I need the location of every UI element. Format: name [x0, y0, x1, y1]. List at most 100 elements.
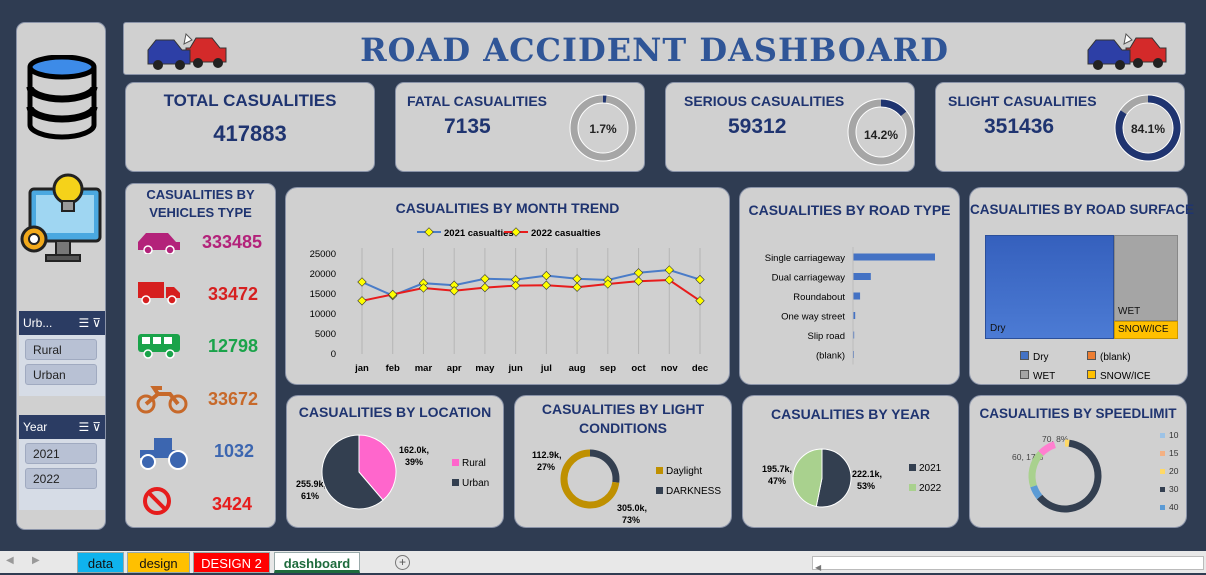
kpi-fatal-label: FATAL CASUALITIES	[407, 93, 547, 109]
tab-scroll-right[interactable]: ▶	[32, 555, 40, 566]
urban-label-1: 255.9k,	[296, 479, 326, 489]
legend-snow: SNOW/ICE	[1087, 370, 1151, 382]
data-point	[542, 271, 550, 279]
data-point	[573, 283, 581, 291]
tab-data[interactable]: data	[77, 552, 124, 573]
x-tick-label: nov	[661, 363, 679, 374]
legend-swatch	[1160, 505, 1165, 510]
legend-swatch	[656, 467, 663, 474]
donut-slice-60	[1032, 453, 1041, 486]
multi-select-icon[interactable]: ☰	[78, 420, 89, 434]
slicer-item-2022[interactable]: 2022	[25, 468, 97, 489]
y-tick-label: 20000	[310, 269, 336, 280]
data-point	[665, 266, 673, 274]
x-tick-label: may	[475, 363, 495, 374]
legend-label: 15	[1169, 448, 1179, 458]
data-point	[481, 275, 489, 283]
kpi-slight-pct: 84.1%	[1131, 122, 1165, 136]
legend-swatch	[656, 487, 663, 494]
car-crash-icon	[146, 30, 228, 70]
year-pie: 195.7k, 47% 222.1k, 53% 2021 2022	[743, 396, 960, 529]
legend-dry: Dry	[1020, 351, 1049, 363]
legend-label: 20	[1169, 466, 1179, 476]
fatal-donut: 1.7%	[568, 93, 638, 163]
x-tick-label: feb	[386, 363, 400, 374]
donut-slice-darkness	[590, 453, 616, 482]
multi-select-icon[interactable]: ☰	[78, 316, 89, 330]
clear-filter-icon[interactable]: ⊽	[92, 316, 101, 330]
legend-blank: (blank)	[1087, 351, 1131, 363]
legend-label: WET	[1033, 371, 1055, 382]
series-line-2021	[362, 270, 700, 296]
add-sheet-icon[interactable]: +	[395, 555, 410, 570]
page-title: ROAD ACCIDENT DASHBOARD	[124, 31, 1185, 69]
urban-slicer-header: Urb... ☰⊽	[19, 311, 105, 335]
legend-2022: 2022	[919, 483, 942, 494]
x-tick-label: jan	[354, 363, 369, 374]
year-slicer-title: Year	[23, 420, 47, 434]
tab-design-2[interactable]: DESIGN 2	[193, 552, 270, 573]
x-tick-label: aug	[569, 363, 586, 374]
slight-donut: 84.1%	[1113, 93, 1183, 163]
treemap-snow: SNOW/ICE	[1114, 321, 1178, 339]
x-tick-label: apr	[447, 363, 462, 374]
daylight-label-2: 73%	[622, 515, 640, 525]
y-tick-label: 0	[331, 349, 336, 360]
urban-slicer-title: Urb...	[23, 316, 52, 330]
urban-label-2: 61%	[301, 491, 319, 501]
treemap-label-wet: WET	[1118, 306, 1140, 317]
legend-swatch	[1160, 487, 1165, 492]
y-tick-label: 25000	[310, 249, 336, 260]
bar	[853, 254, 935, 261]
vehicles-title-2: VEHICLES TYPE	[126, 205, 275, 220]
location-panel: CASUALITIES BY LOCATION 162.0k, 39% 255.…	[286, 395, 504, 528]
x-tick-label: oct	[631, 363, 646, 374]
data-point	[696, 275, 704, 283]
kpi-serious: SERIOUS CASUALITIES 59312 14.2%	[665, 82, 915, 172]
kpi-serious-pct: 14.2%	[864, 128, 898, 142]
scroll-left-icon[interactable]: ◀	[815, 563, 821, 572]
legend-swatch	[1160, 451, 1165, 456]
bus-icon	[136, 331, 182, 359]
y-tick-label: 5000	[315, 329, 336, 340]
bar-label: Slip road	[808, 331, 846, 342]
x-tick-label: jul	[540, 363, 552, 374]
donut-slice-30	[1040, 443, 1098, 509]
y2022-label-2: 53%	[857, 481, 875, 491]
car-icon	[136, 228, 182, 254]
y-tick-label: 15000	[310, 289, 336, 300]
bar-label: Roundabout	[793, 292, 845, 303]
tractor-icon	[136, 434, 190, 470]
darkness-label-2: 27%	[537, 462, 555, 472]
legend-wet: WET	[1020, 370, 1055, 382]
no-entry-icon	[142, 486, 172, 516]
data-point	[634, 269, 642, 277]
daylight-label-1: 305.0k,	[617, 503, 647, 513]
data-point	[542, 281, 550, 289]
x-tick-label: dec	[692, 363, 708, 374]
data-point	[481, 283, 489, 291]
tab-scroll-left[interactable]: ◀	[6, 555, 14, 566]
tab-dashboard[interactable]: dashboard	[274, 552, 360, 573]
legend-swatch	[452, 459, 459, 466]
treemap-label-dry: Dry	[990, 323, 1006, 334]
kpi-fatal-pct: 1.7%	[589, 122, 617, 136]
slicer-item-urban[interactable]: Urban	[25, 364, 97, 385]
legend-label: Dry	[1033, 352, 1049, 363]
slicer-item-rural[interactable]: Rural	[25, 339, 97, 360]
slicer-item-2021[interactable]: 2021	[25, 443, 97, 464]
horizontal-scrollbar[interactable]: ◀	[812, 556, 1204, 570]
serious-donut: 14.2%	[846, 97, 916, 167]
vehicle-value-motorcycle: 33672	[208, 389, 258, 410]
data-point	[450, 287, 458, 295]
kpi-total-value: 417883	[126, 121, 374, 147]
urban-slicer: Urb... ☰⊽ Rural Urban	[19, 311, 105, 396]
motorcycle-icon	[136, 382, 188, 414]
legend-2021: 2021	[919, 463, 942, 474]
tab-design[interactable]: design	[127, 552, 190, 573]
kpi-slight: SLIGHT CASUALITIES 351436 84.1%	[935, 82, 1185, 172]
clear-filter-icon[interactable]: ⊽	[92, 420, 101, 434]
y2021-label-1: 195.7k,	[762, 464, 792, 474]
